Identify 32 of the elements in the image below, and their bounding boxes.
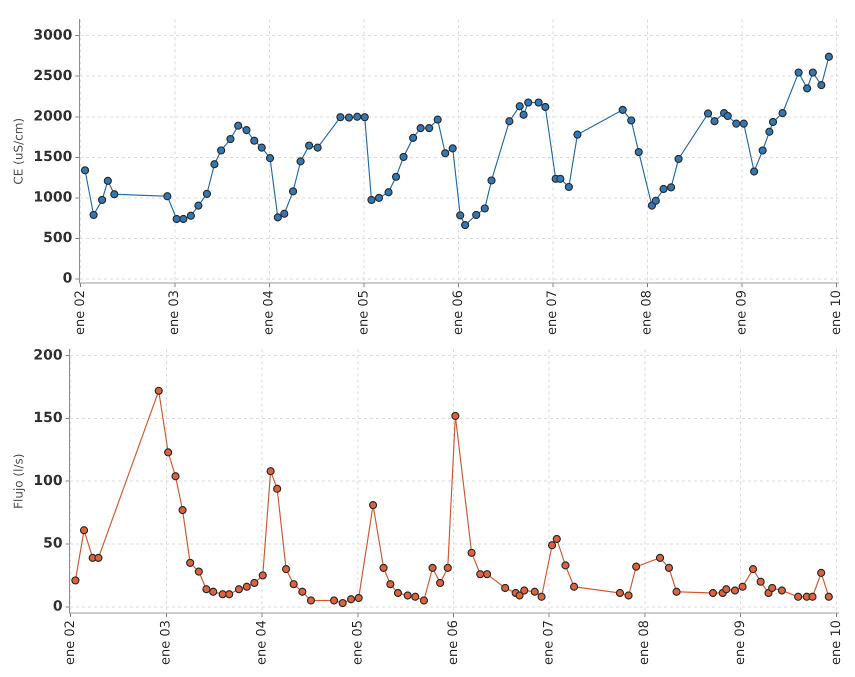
y-tick-label: 200 <box>33 347 63 364</box>
y-tick-label: 150 <box>33 410 63 426</box>
y-tick-label: 0 <box>52 598 63 614</box>
x-tick-label: ene 02 <box>72 290 88 336</box>
y-tick-label: 100 <box>33 472 63 489</box>
x-tick-label: ene 04 <box>262 290 277 336</box>
x-tick-label: ene 09 <box>734 290 750 336</box>
x-tick-label: ene 05 <box>356 290 372 336</box>
x-tick-label: ene 10 <box>828 290 844 336</box>
x-tick-label: ene 09 <box>733 620 748 666</box>
x-tick-label: ene 03 <box>158 620 174 666</box>
x-tick-label: ene 03 <box>167 290 182 336</box>
y-axis-title: CE (uS/cm) <box>11 118 26 185</box>
x-tick-label: ene 05 <box>350 620 366 666</box>
x-tick-label: ene 10 <box>828 620 844 666</box>
x-tick-label: ene 08 <box>637 620 652 666</box>
x-tick-label: ene 06 <box>446 620 461 666</box>
x-tick-label: ene 06 <box>450 290 466 336</box>
x-tick-label: ene 04 <box>254 620 270 666</box>
y-tick-label: 500 <box>43 230 73 246</box>
x-tick-label: ene 07 <box>542 620 557 666</box>
y-tick-label: 2500 <box>33 68 73 84</box>
x-tick-label: ene 08 <box>640 290 655 336</box>
x-tick-label: ene 07 <box>545 290 560 336</box>
y-tick-label: 2000 <box>33 108 73 124</box>
y-tick-label: 50 <box>43 536 63 552</box>
y-tick-label: 1000 <box>33 190 73 206</box>
y-tick-label: 0 <box>62 270 73 287</box>
y-tick-label: 3000 <box>33 27 73 44</box>
y-tick-label: 1500 <box>33 148 73 165</box>
y-axis-title: Flujo (l/s) <box>11 454 26 509</box>
x-tick-label: ene 02 <box>63 620 78 666</box>
